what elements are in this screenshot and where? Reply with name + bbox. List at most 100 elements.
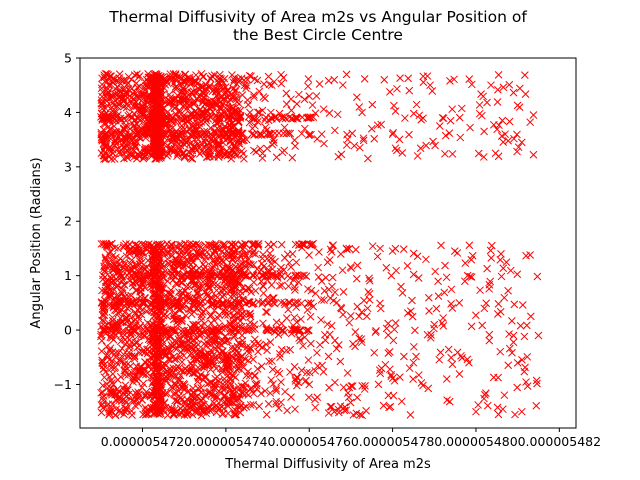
data-point — [424, 293, 433, 302]
data-point — [480, 394, 488, 403]
data-point — [388, 374, 397, 382]
data-point — [173, 298, 181, 307]
data-point — [202, 390, 210, 399]
data-point — [295, 334, 303, 342]
data-point — [163, 348, 172, 357]
data-point — [108, 145, 117, 154]
data-point — [352, 274, 361, 283]
data-point — [246, 108, 254, 117]
data-point — [219, 257, 228, 266]
data-point — [485, 336, 494, 345]
data-point — [298, 240, 306, 248]
data-point — [456, 133, 465, 142]
data-point — [214, 150, 223, 159]
data-point — [224, 299, 232, 308]
data-point — [249, 271, 258, 280]
data-point — [497, 272, 506, 281]
data-point — [355, 312, 363, 321]
data-point — [447, 353, 455, 362]
data-point — [479, 92, 488, 101]
data-point — [423, 330, 432, 339]
data-point — [227, 285, 236, 294]
data-point — [155, 240, 164, 249]
data-point — [155, 278, 164, 286]
data-point — [204, 283, 212, 292]
data-point — [345, 383, 354, 392]
data-point — [230, 271, 238, 280]
data-point — [351, 328, 360, 336]
data-point — [97, 336, 106, 345]
data-point — [455, 298, 464, 307]
data-point — [417, 378, 426, 387]
data-point — [173, 149, 182, 157]
data-point — [172, 85, 180, 94]
data-point — [238, 91, 247, 99]
data-point — [358, 108, 366, 117]
data-point — [108, 75, 117, 83]
data-point — [170, 104, 179, 113]
data-point — [311, 403, 320, 412]
data-point — [131, 142, 140, 150]
data-point — [169, 79, 178, 88]
data-point — [225, 398, 233, 407]
data-point — [107, 155, 116, 163]
data-point — [193, 325, 202, 334]
data-point — [204, 389, 213, 398]
y-tick-label: 4 — [64, 105, 72, 120]
data-point — [505, 330, 513, 338]
data-point — [442, 375, 451, 383]
data-point — [277, 79, 286, 88]
data-point — [272, 397, 281, 406]
data-point — [467, 255, 476, 264]
data-point — [278, 281, 286, 290]
data-point — [270, 77, 279, 86]
data-point — [337, 150, 346, 159]
data-point — [209, 326, 218, 335]
data-point — [219, 84, 227, 93]
data-point — [184, 326, 192, 335]
data-point — [494, 71, 503, 79]
data-point — [338, 81, 347, 89]
data-point — [120, 134, 129, 143]
data-point — [323, 258, 332, 267]
data-point — [107, 389, 115, 398]
data-point — [517, 138, 526, 147]
data-point — [342, 244, 351, 253]
data-point — [181, 286, 189, 295]
y-tick-label: 2 — [64, 214, 72, 229]
data-point — [284, 305, 293, 314]
data-point — [431, 267, 440, 276]
data-point — [467, 273, 476, 281]
data-point — [265, 298, 274, 307]
data-point — [446, 116, 455, 125]
data-point — [261, 308, 270, 316]
data-point — [403, 262, 412, 270]
data-point — [317, 316, 325, 324]
data-point — [251, 250, 260, 258]
data-point — [124, 72, 133, 81]
data-point — [242, 389, 251, 398]
data-point — [438, 113, 447, 122]
data-point — [397, 282, 405, 291]
data-point — [275, 369, 284, 378]
data-point — [336, 357, 345, 366]
data-point — [144, 240, 153, 248]
data-point — [509, 88, 518, 97]
data-point — [231, 280, 240, 289]
data-point — [258, 149, 267, 158]
data-point — [264, 400, 273, 408]
data-point — [305, 251, 313, 259]
data-point — [485, 280, 494, 289]
data-point — [125, 335, 134, 344]
data-point — [130, 88, 139, 97]
data-point — [242, 326, 251, 335]
data-point — [211, 395, 219, 403]
data-point — [231, 410, 240, 419]
data-point — [268, 365, 277, 374]
data-point — [133, 343, 142, 352]
data-point — [286, 368, 294, 376]
data-point — [218, 341, 226, 350]
data-point — [242, 84, 250, 93]
data-point — [154, 378, 162, 387]
